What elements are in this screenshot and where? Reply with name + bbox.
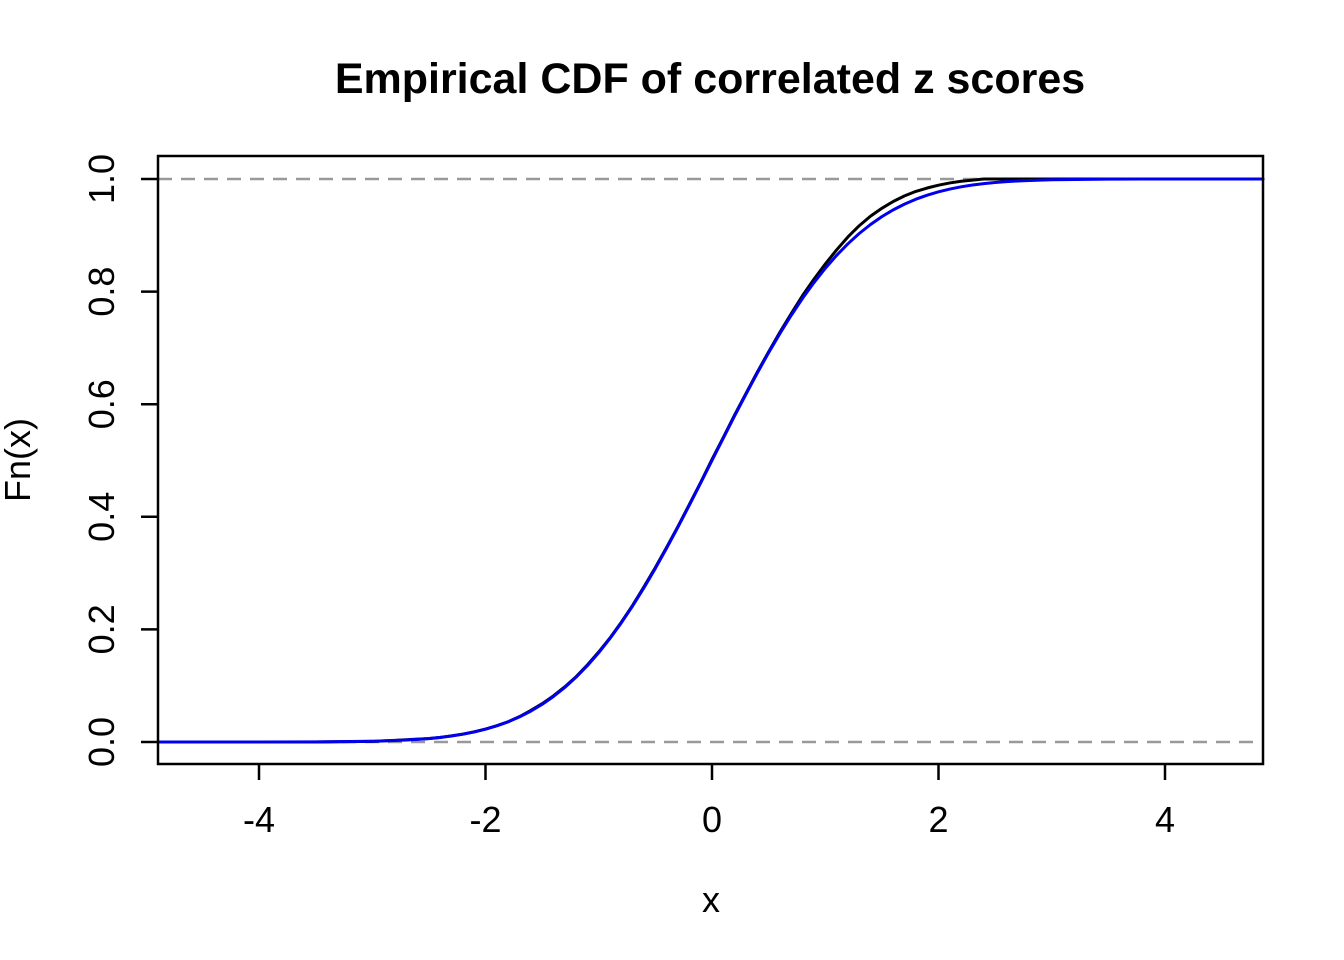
- y-tick-label-0.6: 0.6: [81, 379, 122, 429]
- y-tick-label-0.2: 0.2: [81, 604, 122, 654]
- chart-title: Empirical CDF of correlated z scores: [335, 55, 1085, 103]
- curve-series-layer: [156, 177, 1265, 744]
- axis-ticks-layer: [141, 177, 1167, 780]
- y-axis-label: Fn(x): [0, 418, 38, 502]
- x-tick-label-2: 2: [928, 799, 948, 840]
- x-tick-label--4: -4: [243, 799, 275, 840]
- y-tick-label-0.4: 0.4: [81, 492, 122, 542]
- x-tick-label--2: -2: [469, 799, 501, 840]
- axis-tick-labels-layer: -4 -2 0 2 4 0.0 0.2 0.4 0.6 0.8 1.0: [81, 154, 1175, 840]
- y-tick-label-0.8: 0.8: [81, 267, 122, 317]
- x-axis-label: x: [702, 879, 720, 920]
- y-tick-label-1.0: 1.0: [81, 154, 122, 204]
- x-tick-label-4: 4: [1155, 799, 1175, 840]
- y-tick-label-0.0: 0.0: [81, 717, 122, 767]
- x-tick-label-0: 0: [702, 799, 722, 840]
- plot-frame-box: [156, 154, 1265, 766]
- theoretical-normal-cdf-curve: [156, 177, 1265, 744]
